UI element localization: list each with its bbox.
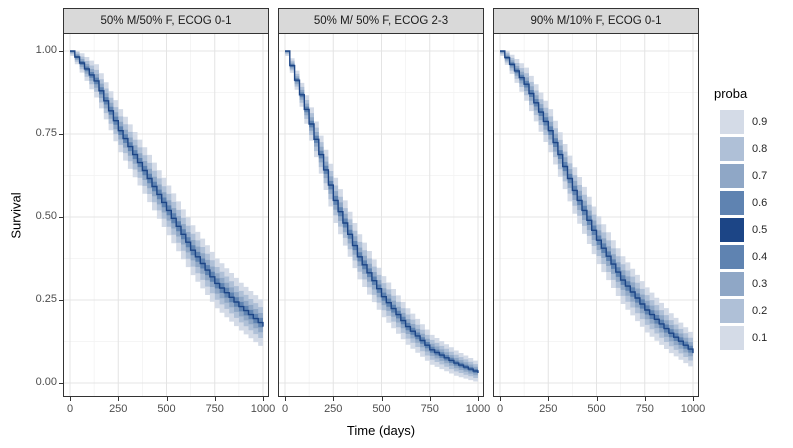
legend-swatch (720, 137, 744, 161)
x-tick-label: 500 (587, 403, 606, 415)
x-tick-mark (478, 397, 479, 401)
facet-strip: 50% M/ 50% F, ECOG 2-3 (278, 8, 484, 34)
x-tick-label: 750 (635, 403, 654, 415)
x-tick-mark (500, 397, 501, 401)
quantile-band-0.9 (285, 51, 478, 383)
x-tick-label: 250 (324, 403, 343, 415)
x-tick-mark (693, 397, 694, 401)
legend-title: proba (714, 86, 748, 101)
y-tick-label: 1.00 (35, 44, 57, 56)
survival-panel (493, 33, 699, 397)
legend-swatch (720, 272, 744, 296)
legend-swatch (720, 164, 744, 188)
legend-item: 0.8 (712, 137, 792, 161)
x-tick-label: 1000 (680, 403, 706, 415)
x-tick-mark (429, 397, 431, 401)
legend-item: 0.7 (712, 164, 792, 188)
x-tick-label: 500 (157, 403, 176, 415)
median-survival-line (70, 50, 264, 327)
y-tick-label: 0.25 (35, 293, 57, 305)
x-tick-mark (118, 397, 120, 401)
legend-label: 0.3 (752, 278, 768, 290)
x-tick-mark (333, 397, 335, 401)
legend-label: 0.7 (752, 170, 768, 182)
legend-item: 0.3 (712, 272, 792, 296)
x-tick-label: 0 (281, 403, 289, 415)
legend-item: 0.9 (712, 110, 792, 134)
facet-strip-label: 50% M/ 50% F, ECOG 2-3 (313, 15, 449, 27)
legend-swatch (720, 191, 744, 215)
y-tick-mark (59, 383, 63, 384)
x-tick-label: 750 (205, 403, 224, 415)
x-tick-mark (214, 397, 216, 401)
legend-label: 0.6 (752, 197, 768, 209)
survival-panel (63, 33, 269, 397)
legend-item: 0.2 (712, 299, 792, 323)
legend-label: 0.5 (752, 224, 768, 236)
facet-strip: 90% M/10% F, ECOG 0-1 (493, 8, 699, 34)
legend-label: 0.4 (752, 251, 768, 263)
legend-swatch (720, 299, 744, 323)
x-tick-label: 1000 (250, 403, 276, 415)
legend: proba 0.9 0.8 0.7 0.6 0.5 0.4 0.3 0.2 0.1 (712, 86, 792, 353)
facet-strip-label: 90% M/10% F, ECOG 0-1 (530, 15, 662, 27)
legend-swatch (720, 326, 744, 350)
x-tick-label: 250 (109, 403, 128, 415)
x-axis-title: Time (days) (346, 423, 416, 438)
median-survival-line (500, 50, 694, 354)
legend-items: 0.9 0.8 0.7 0.6 0.5 0.4 0.3 0.2 0.1 (712, 110, 792, 350)
legend-label: 0.1 (752, 332, 768, 344)
x-tick-mark (596, 397, 598, 401)
legend-item: 0.6 (712, 191, 792, 215)
y-tick-mark (59, 134, 63, 135)
legend-item: 0.4 (712, 245, 792, 269)
x-tick-label: 500 (372, 403, 391, 415)
x-tick-mark (644, 397, 646, 401)
legend-label: 0.9 (752, 116, 768, 128)
legend-swatch (720, 218, 744, 242)
x-tick-label: 250 (539, 403, 558, 415)
x-tick-label: 0 (66, 403, 74, 415)
y-tick-label: 0.75 (35, 127, 57, 139)
facet-strip-label: 50% M/50% F, ECOG 0-1 (100, 15, 232, 27)
facet-0: 50% M/50% F, ECOG 0-1 0 250 500 750 1000 (63, 8, 275, 428)
x-tick-mark (70, 397, 71, 401)
survival-panel (278, 33, 484, 397)
median-survival-line (285, 50, 479, 373)
legend-label: 0.8 (752, 143, 768, 155)
x-tick-label: 1000 (465, 403, 491, 415)
facet-2: 90% M/10% F, ECOG 0-1 0 250 500 750 1000 (493, 8, 705, 428)
x-tick-mark (263, 397, 264, 401)
legend-item: 0.5 (712, 218, 792, 242)
x-tick-mark (381, 397, 383, 401)
legend-item: 0.1 (712, 326, 792, 350)
y-tick-mark (59, 217, 63, 218)
x-tick-mark (166, 397, 168, 401)
legend-label: 0.2 (752, 305, 768, 317)
y-tick-mark (59, 300, 63, 301)
x-tick-label: 750 (420, 403, 439, 415)
facet-1: 50% M/ 50% F, ECOG 2-3 0 250 500 750 1000 (278, 8, 490, 428)
facet-strip: 50% M/50% F, ECOG 0-1 (63, 8, 269, 34)
x-tick-mark (285, 397, 286, 401)
x-tick-mark (548, 397, 550, 401)
legend-swatch (720, 245, 744, 269)
y-tick-mark (59, 51, 63, 52)
y-tick-label: 0.00 (35, 376, 57, 388)
legend-swatch (720, 110, 744, 134)
y-tick-label: 0.50 (35, 210, 57, 222)
x-tick-label: 0 (496, 403, 504, 415)
